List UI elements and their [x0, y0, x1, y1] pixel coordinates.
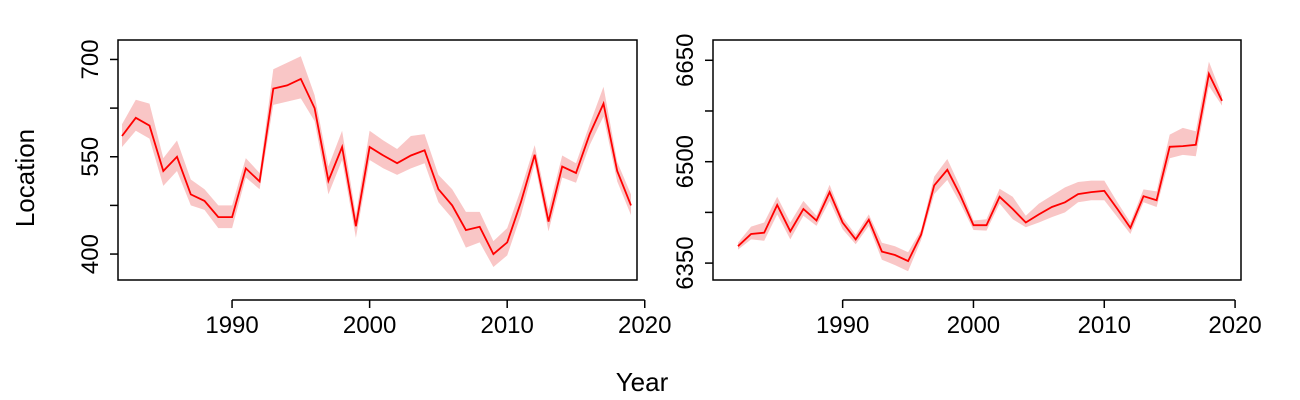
left-panel: 1990 2000 2010 2020 400 550 700 [77, 39, 671, 339]
x-tick-label: 1990 [816, 312, 869, 339]
y-tick-label: 6350 [672, 236, 699, 289]
series-line [121, 77, 632, 256]
right-panel: 1990 2000 2010 2020 6350 6500 6650 [672, 34, 1262, 339]
x-axis-label: Year [616, 367, 669, 397]
plot-frame [117, 39, 638, 281]
confidence-band [122, 56, 631, 268]
y-tick-label: 700 [77, 39, 104, 79]
y-tick-label: 6500 [672, 135, 699, 188]
plot-frame [712, 39, 1242, 281]
x-tick-label: 2020 [1208, 312, 1261, 339]
y-tick-label: 400 [77, 234, 104, 274]
y-tick-label: 6650 [672, 34, 699, 87]
y-tick-label: 550 [77, 137, 104, 177]
x-tick-label: 1990 [205, 312, 258, 339]
x-tick-label: 2010 [480, 312, 533, 339]
series-line [737, 70, 1223, 263]
x-tick-label: 2010 [1078, 312, 1131, 339]
confidence-band [738, 61, 1222, 272]
x-tick-label: 2020 [618, 312, 671, 339]
x-tick-label: 2000 [343, 312, 396, 339]
x-tick-label: 2000 [947, 312, 1000, 339]
y-axis-label: Location [10, 129, 40, 227]
